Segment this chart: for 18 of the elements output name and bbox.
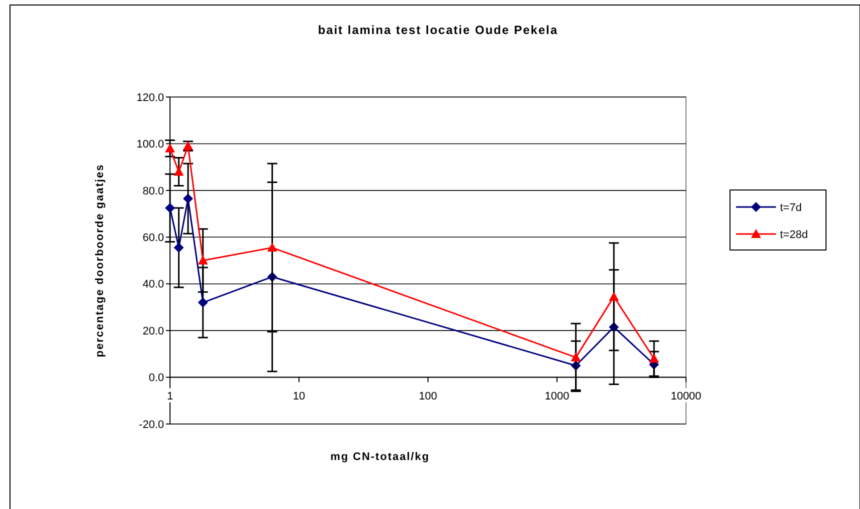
chart-title: bait lamina test locatie Oude Pekela: [318, 23, 558, 37]
y-tick-label: 100.0: [136, 138, 164, 151]
x-tick-label: 10: [292, 390, 306, 402]
legend-label: t=28d: [780, 228, 808, 241]
y-tick-label: 20.0: [142, 325, 164, 338]
x-tick-label: 1: [166, 390, 174, 402]
x-tick-label: 1000: [544, 390, 570, 402]
legend-label: t=7d: [780, 202, 802, 214]
x-tick-label: 100: [418, 390, 438, 402]
y-axis-title: percentage doorboorde gaatjes: [94, 164, 106, 358]
x-tick-label: 10000: [670, 390, 702, 402]
y-tick-label: 40.0: [142, 278, 164, 291]
y-tick-label: -20.0: [138, 418, 164, 431]
y-tick-label: 80.0: [142, 185, 164, 198]
y-tick-label: 120.0: [136, 92, 164, 104]
y-tick-label: 60.0: [142, 232, 164, 244]
y-tick-label: 0.0: [148, 372, 164, 384]
x-axis-title: mg CN-totaal/kg: [330, 451, 430, 463]
